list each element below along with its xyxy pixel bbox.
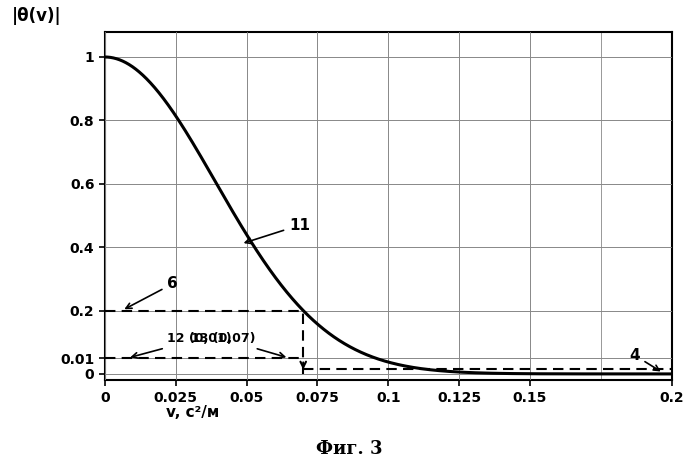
Text: 11: 11: [245, 218, 310, 244]
Y-axis label: |θ(v)|: |θ(v)|: [12, 6, 62, 25]
Text: 4: 4: [629, 348, 659, 370]
Text: v, c²/м: v, c²/м: [166, 405, 219, 419]
Text: 13 (0,07): 13 (0,07): [191, 332, 284, 358]
Text: 6: 6: [126, 276, 178, 308]
Text: 12 (0,01): 12 (0,01): [132, 332, 232, 358]
Text: Фиг. 3: Фиг. 3: [316, 440, 383, 458]
